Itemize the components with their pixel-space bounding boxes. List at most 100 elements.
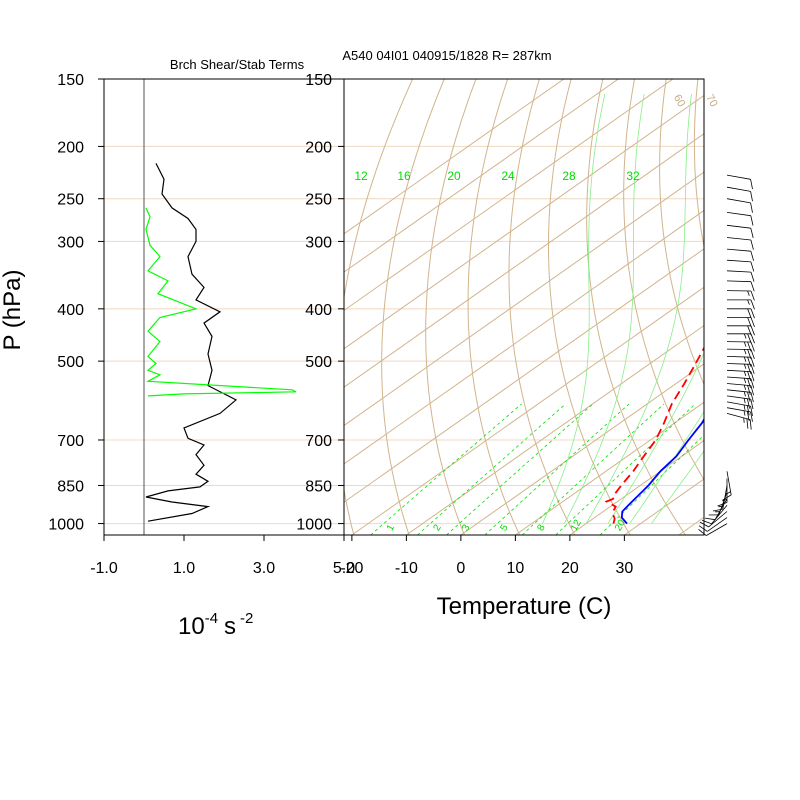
wind-barb-flag [750,228,754,238]
mixing-ratio-line [555,403,696,535]
wind-barb-flag [750,411,753,422]
dry-adiabat [508,79,576,535]
wind-barb [726,290,755,301]
wind-barb-flag [712,508,723,512]
wind-barb [698,517,728,532]
left-y-tick-label: 500 [57,354,84,371]
wind-barb [726,248,754,261]
right-y-tick-labels: 150 200 250 300 400 500 700 850 1000 [296,72,344,534]
wind-barb-flag [750,378,755,389]
right-y-tick-label: 200 [305,139,332,156]
left-x-tick-label: 1.0 [173,560,195,577]
wind-barb-flag [747,317,752,328]
left-x-axis-label: 10-4 s -2 [178,610,253,640]
left-profile-lines [145,163,297,522]
wind-barb-staff [726,383,751,386]
right-y-tick-label: 300 [305,234,332,251]
skew-t-isotherm [344,79,619,273]
wind-barb-staff [726,270,752,273]
mixing-ratio-line [370,403,522,535]
dewpoint-line [604,346,704,524]
wind-barb-staff [726,389,751,393]
wind-barb-half-flag [743,391,746,397]
wind-barb-staff [726,212,751,217]
skew-t-isotherm [515,401,704,535]
skew-t-isotherm [406,324,704,535]
right-x-tick-label: 20 [561,560,579,577]
wind-barb-flag [705,517,716,521]
wind-barb-staff [707,517,728,532]
left-y-tick-label: 200 [57,139,84,156]
right-frame [343,78,705,536]
left-y-axis-label: P (hPa) [0,270,26,351]
wind-barb-half-flag [743,417,745,423]
right-x-tick-label: -10 [395,560,418,577]
mixing-ratio-label: 12 [569,518,584,534]
wind-barb-staff [726,471,732,495]
right-plot-border [343,78,705,536]
wind-barb [722,471,732,501]
dry-adiabat [425,79,477,535]
left-isobar-grid [104,78,344,535]
wind-barb-flag [750,215,754,226]
wind-barb-half-flag [743,349,747,355]
wind-barb-flag [747,349,752,360]
moist-adiabat [629,410,704,524]
wind-barb-flag [750,333,755,344]
left-y-tick-label: 150 [57,72,84,89]
skew-t-isotherm [344,171,704,427]
right-x-axis-label: Temperature (C) [437,593,612,620]
wind-barb-staff [726,280,752,283]
left-x-axis-label-base: 10 [178,613,205,640]
wind-barb [726,224,754,238]
left-x-tick-label: 3.0 [253,560,275,577]
wind-barb-staff [726,248,751,252]
wind-barb [726,198,753,213]
mixing-ratio-label: 5 [498,522,511,533]
moist-adiabat-label: 28 [562,169,576,183]
wind-barb-flag [750,371,755,382]
wind-barb-flag [722,494,732,501]
left-y-tick-label: 850 [57,478,84,495]
left-x-axis-label-exponent: -4 [205,610,218,627]
wind-barb-flag [750,191,753,202]
right-y-tick-label: 700 [305,433,332,450]
wind-barb-flag [747,364,752,374]
wind-barb [698,523,728,536]
wind-barb [726,369,755,382]
moist-adiabat-label: 16 [397,169,411,183]
wind-barb-flag [750,349,755,360]
mixing-ratio-label: 1 [385,522,398,533]
wind-barb-flag [749,419,752,430]
left-y-tick-label: 300 [57,234,84,251]
dry-adiabat-label: 60 [671,93,688,110]
wind-barb-flag [750,317,755,328]
wind-barb [726,259,755,272]
wind-barb-half-flag [743,410,746,416]
left-y-tick-labels: 150 200 250 300 400 500 700 850 1000 [48,72,104,534]
dry-adiabat [548,79,631,535]
right-x-tick-label: 0 [456,560,465,577]
skew-t-isotherm [569,440,704,535]
wind-barb-half-flag [743,356,747,362]
moist-adiabat-label: 20 [447,169,461,183]
wind-barb-staff [726,376,751,380]
mixing-ratio-line [484,403,630,535]
mixing-ratio-line [521,403,665,535]
wind-barb-flag [747,398,750,409]
wind-barb-flag [750,281,755,292]
wind-barb-staff [726,259,751,263]
right-y-tick-label: 850 [305,478,332,495]
wind-barb [726,383,754,396]
dry-adiabat [586,79,686,535]
figure-title: A540 04I01 040915/1828 R= 287km [342,48,551,63]
wind-barb-flag [747,378,751,389]
skew-t-isotherm [351,286,704,535]
wind-barb [726,413,752,430]
wind-barb-staff [726,369,752,372]
skew-t-isotherm [344,94,704,350]
wind-barb [726,395,754,410]
wind-barb [726,389,754,403]
wind-barb-flag [699,521,709,528]
